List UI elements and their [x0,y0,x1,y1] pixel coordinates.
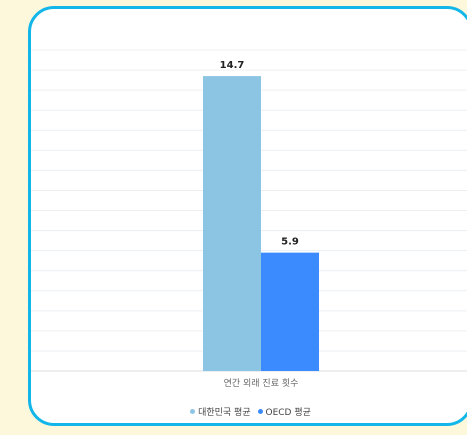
legend: 대한민국 평균 OECD 평균 [31,405,467,418]
bar-chart: 14.7 5.9 연간 외래 진료 횟수 [31,49,467,389]
legend-marker-icon [257,409,263,414]
label-layer: 14.7 5.9 [220,60,299,248]
bar-layer [203,76,319,372]
bar-korea [203,76,261,372]
data-label: 14.7 [220,60,245,71]
chart-card: 14.7 5.9 연간 외래 진료 횟수 대한민국 평균 OECD 평균 [28,6,467,426]
bar-oecd [261,252,319,371]
data-label: 5.9 [281,237,299,248]
legend-item-korea: 대한민국 평균 [190,405,251,418]
legend-item-oecd: OECD 평균 [257,405,311,418]
legend-label: 대한민국 평균 [198,408,251,418]
legend-marker-icon [190,409,196,414]
legend-label: OECD 평균 [265,408,311,418]
x-tick-label: 연간 외래 진료 횟수 [224,377,299,389]
